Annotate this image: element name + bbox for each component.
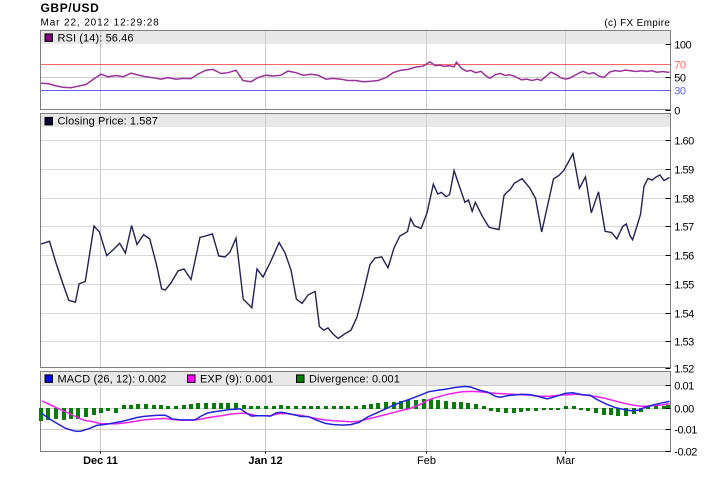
- svg-text:30: 30: [674, 86, 686, 98]
- svg-text:1.59: 1.59: [674, 165, 694, 177]
- svg-text:Closing Price: 1.587: Closing Price: 1.587: [58, 116, 158, 128]
- svg-text:Dec 11: Dec 11: [83, 455, 118, 467]
- svg-text:Mar 22, 2012 12:29:28: Mar 22, 2012 12:29:28: [41, 18, 160, 29]
- svg-text:1.54: 1.54: [674, 309, 694, 321]
- svg-text:EXP (9): 0.001: EXP (9): 0.001: [200, 374, 273, 386]
- svg-text:1.55: 1.55: [674, 280, 694, 292]
- svg-text:GBP/USD: GBP/USD: [41, 1, 100, 15]
- svg-text:Jan 12: Jan 12: [248, 455, 282, 467]
- svg-text:(c) FX Empire: (c) FX Empire: [604, 18, 670, 29]
- svg-text:MACD (26, 12): 0.002: MACD (26, 12): 0.002: [58, 374, 167, 386]
- svg-text:1.60: 1.60: [674, 136, 694, 148]
- svg-text:50: 50: [674, 73, 686, 85]
- svg-text:1.58: 1.58: [674, 194, 694, 206]
- svg-text:Feb: Feb: [417, 455, 436, 467]
- svg-text:1.53: 1.53: [674, 337, 694, 349]
- svg-text:70: 70: [674, 60, 686, 72]
- svg-text:0.00: 0.00: [674, 404, 694, 416]
- svg-text:0.01: 0.01: [674, 381, 694, 393]
- svg-text:Mar: Mar: [556, 455, 575, 467]
- svg-text:-0.02: -0.02: [674, 447, 697, 459]
- svg-text:1.52: 1.52: [674, 364, 694, 376]
- svg-text:-0.01: -0.01: [674, 425, 697, 437]
- svg-text:0: 0: [674, 106, 680, 118]
- svg-text:Divergence: 0.001: Divergence: 0.001: [309, 374, 400, 386]
- svg-text:100: 100: [674, 40, 691, 52]
- svg-text:1.57: 1.57: [674, 222, 694, 234]
- svg-text:1.56: 1.56: [674, 251, 694, 263]
- svg-text:RSI (14): 56.46: RSI (14): 56.46: [58, 33, 134, 45]
